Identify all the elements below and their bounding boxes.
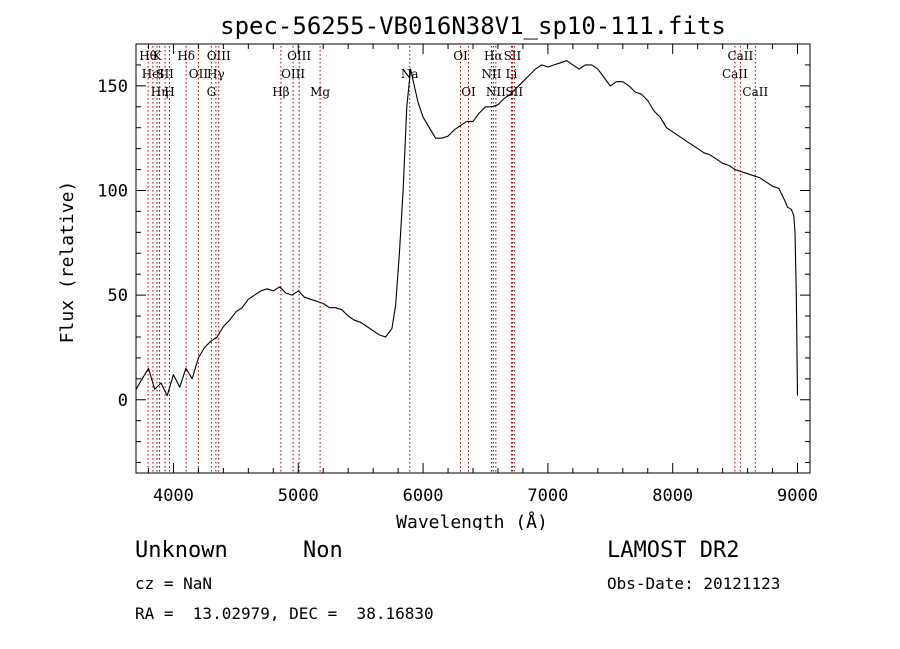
line-marker-label: OIII bbox=[207, 49, 231, 63]
y-tick-label: 50 bbox=[108, 286, 128, 306]
line-marker-label: OI bbox=[461, 85, 476, 99]
spectrum-chart: spec-56255-VB016N38V1_sp10-111.fits HθHe… bbox=[57, 12, 818, 530]
line-marker-label: Hδ bbox=[177, 49, 195, 63]
spectrum-series bbox=[135, 60, 799, 397]
chart-title: spec-56255-VB016N38V1_sp10-111.fits bbox=[220, 12, 726, 40]
line-marker-label: OI bbox=[453, 49, 468, 63]
line-marker-label: SII bbox=[504, 49, 522, 63]
plot-frame bbox=[135, 43, 811, 474]
line-marker-label: Hγ bbox=[207, 67, 225, 81]
survey-label: LAMOST DR2 bbox=[607, 538, 740, 563]
line-marker-label: CaII bbox=[722, 67, 748, 81]
line-marker-label: SII bbox=[505, 85, 523, 99]
line-markers: HθHeIKHηSIIHHδOIIGHγOIIIHβOIIIOIIIMgNaOI… bbox=[139, 46, 768, 473]
y-tick-label: 0 bbox=[118, 391, 128, 411]
line-marker-label: CaII bbox=[727, 49, 753, 63]
line-marker-label: K bbox=[153, 49, 163, 63]
y-tick-label: 150 bbox=[97, 77, 128, 97]
line-marker-label: OII bbox=[189, 67, 209, 81]
x-tick-label: 5000 bbox=[278, 486, 319, 506]
axes: 4000 5000 6000 7000 8000 9000 0 50 100 150 bbox=[97, 44, 818, 506]
line-marker-label: SII bbox=[156, 67, 174, 81]
line-marker-label: HeI bbox=[142, 67, 165, 81]
y-tick-label: 100 bbox=[97, 181, 128, 201]
line-marker-label: Mg bbox=[310, 85, 330, 99]
line-marker-label: CaII bbox=[742, 85, 768, 99]
line-marker-label: H bbox=[164, 85, 174, 99]
x-axis-label: Wavelength (Å) bbox=[396, 511, 548, 530]
line-marker-label: OIII bbox=[287, 49, 311, 63]
object-class: Unknown bbox=[135, 538, 228, 563]
line-marker-label: Hη bbox=[151, 85, 169, 99]
x-tick-label: 7000 bbox=[527, 486, 568, 506]
x-tick-label: 8000 bbox=[652, 486, 693, 506]
line-marker-label: NII bbox=[481, 67, 501, 81]
line-marker-label: NII bbox=[486, 85, 506, 99]
spectrum-line-0 bbox=[135, 60, 799, 397]
line-marker-label: OIII bbox=[281, 67, 305, 81]
x-tick-label: 9000 bbox=[777, 486, 818, 506]
line-marker-label: Hβ bbox=[272, 85, 289, 99]
y-axis-label: Flux (relative) bbox=[57, 181, 78, 344]
x-tick-label: 4000 bbox=[153, 486, 194, 506]
redshift-label: cz = NaN bbox=[135, 574, 213, 593]
x-tick-label: 6000 bbox=[403, 486, 444, 506]
object-subclass: Non bbox=[303, 538, 343, 563]
obs-date-label: Obs-Date: 20121123 bbox=[607, 574, 781, 593]
line-marker-label: Li bbox=[506, 67, 518, 81]
coordinates-label: RA = 13.02979, DEC = 38.16830 bbox=[135, 604, 434, 623]
line-marker-label: Hα bbox=[484, 49, 503, 63]
line-marker-label: G bbox=[207, 85, 217, 99]
